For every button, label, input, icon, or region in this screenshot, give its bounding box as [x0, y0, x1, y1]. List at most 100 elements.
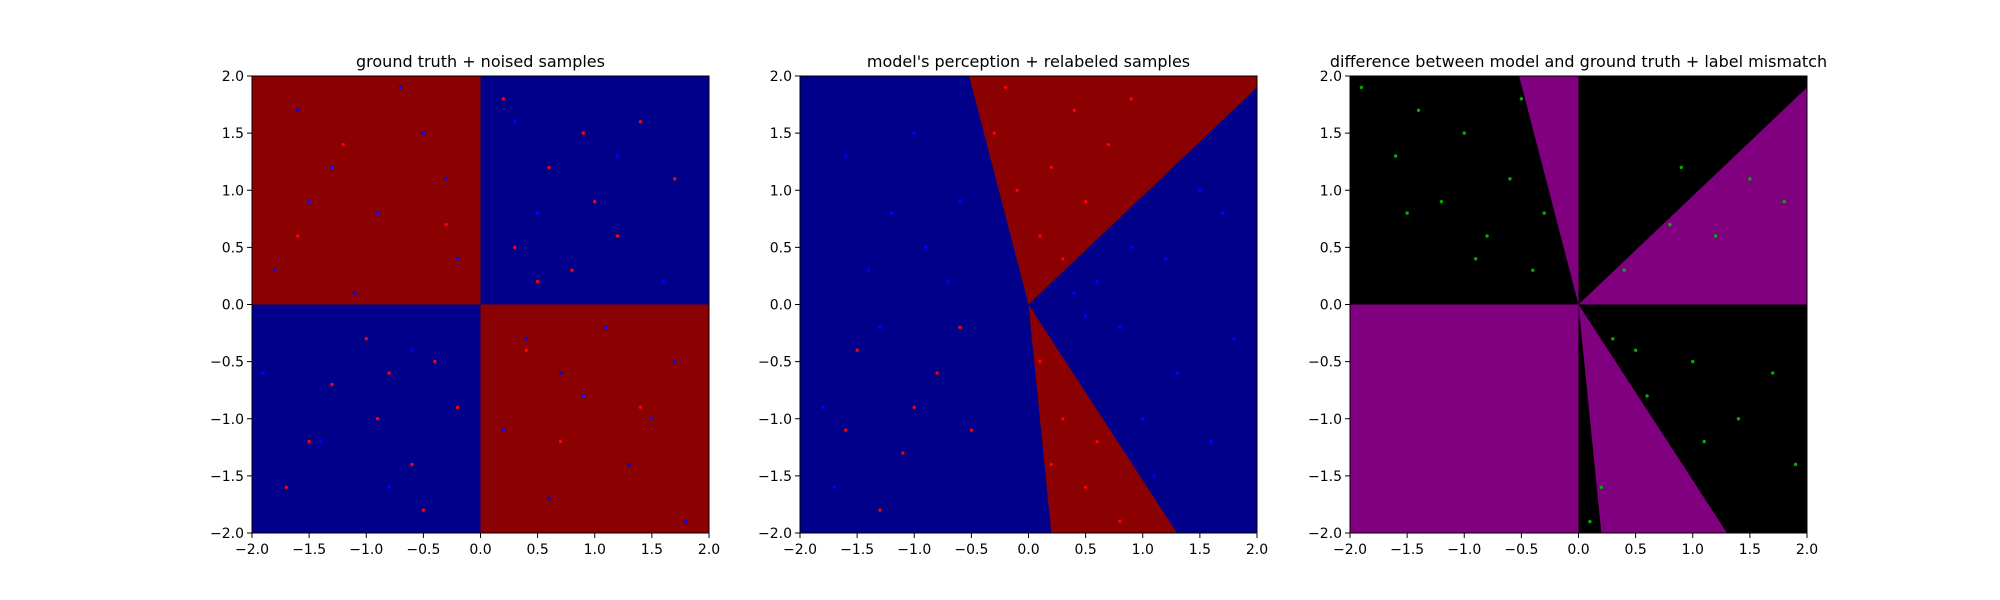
chart-title: ground truth + noised samples	[356, 52, 605, 71]
data-point	[421, 131, 426, 135]
data-point	[547, 497, 551, 501]
data-point	[1748, 177, 1752, 181]
data-point	[935, 371, 939, 375]
data-point	[1702, 439, 1706, 444]
data-point	[284, 485, 288, 489]
data-point	[330, 165, 334, 170]
data-point	[1679, 165, 1684, 170]
x-tick-label: 1.5	[1189, 542, 1211, 558]
data-point	[593, 199, 597, 204]
x-tick-label: −1.5	[292, 542, 326, 558]
x-tick-label: −1.0	[1447, 542, 1481, 558]
data-point	[513, 120, 517, 124]
data-point	[273, 268, 277, 272]
x-tick-label: 0.0	[1017, 542, 1039, 558]
data-point	[1232, 337, 1236, 341]
data-point	[1095, 279, 1099, 284]
data-point	[387, 371, 391, 375]
data-point	[615, 154, 620, 158]
y-tick-label: 1.5	[1320, 126, 1342, 142]
y-tick-label: 1.5	[222, 126, 244, 142]
data-point	[513, 245, 517, 250]
x-tick-label: 0.0	[469, 542, 491, 558]
data-point	[501, 428, 506, 432]
y-tick-label: −0.5	[210, 355, 244, 371]
data-point	[410, 348, 414, 352]
data-point	[1175, 371, 1179, 375]
data-point	[946, 279, 951, 284]
data-point	[1129, 97, 1134, 101]
x-tick-label: 1.5	[641, 542, 663, 558]
data-point	[455, 405, 460, 410]
data-point	[1611, 337, 1615, 341]
y-tick-label: −1.0	[758, 412, 792, 428]
data-point	[821, 405, 825, 410]
data-point	[581, 394, 586, 398]
data-point	[547, 165, 551, 170]
data-point	[570, 268, 574, 272]
data-point	[387, 485, 391, 489]
data-point	[1736, 417, 1741, 421]
y-tick-label: 2.0	[770, 69, 792, 85]
y-tick-label: −1.0	[210, 412, 244, 428]
region-class-1	[1028, 304, 1178, 533]
data-point	[1485, 234, 1489, 238]
data-point	[375, 417, 380, 421]
data-point	[832, 485, 836, 489]
y-tick-label: 0.0	[222, 298, 244, 314]
data-point	[433, 359, 437, 364]
data-point	[455, 257, 460, 261]
y-tick-label: 0.5	[770, 240, 792, 256]
sample-points	[261, 85, 688, 524]
data-point	[1542, 211, 1546, 215]
data-point	[1141, 417, 1145, 421]
data-point	[661, 279, 665, 284]
y-tick-label: 0.0	[1320, 298, 1342, 314]
data-point	[307, 199, 311, 204]
data-point	[1771, 371, 1775, 375]
data-point	[969, 428, 974, 432]
data-point	[1599, 485, 1604, 489]
data-point	[1793, 462, 1798, 467]
data-point	[330, 382, 334, 387]
region-differ	[1519, 76, 1579, 305]
x-tick-label: 1.0	[1132, 542, 1154, 558]
data-point	[901, 451, 905, 455]
x-tick-label: 0.0	[1567, 542, 1589, 558]
x-tick-label: −2.0	[235, 542, 269, 558]
x-tick-label: −1.0	[897, 542, 931, 558]
data-point	[1473, 257, 1478, 261]
data-point	[1083, 485, 1088, 489]
data-point	[673, 177, 677, 181]
data-point	[1038, 359, 1042, 364]
region-differ	[1350, 304, 1579, 533]
data-point	[1198, 188, 1202, 192]
y-tick-label: 1.0	[1320, 183, 1342, 199]
region-class-1	[252, 76, 481, 305]
data-point	[1633, 348, 1638, 352]
data-point	[1049, 462, 1054, 467]
y-tick-label: −2.0	[758, 526, 792, 542]
data-point	[1152, 474, 1156, 478]
data-point	[1531, 268, 1535, 272]
data-point	[581, 131, 586, 135]
data-point	[535, 279, 540, 284]
x-tick-label: 2.0	[1796, 542, 1818, 558]
y-tick-label: −0.5	[1308, 355, 1342, 371]
data-point	[958, 199, 962, 204]
data-point	[1462, 131, 1466, 135]
data-point	[524, 348, 528, 352]
data-point	[1359, 85, 1364, 90]
y-tick-label: 0.5	[222, 240, 244, 256]
y-tick-label: 1.0	[770, 183, 792, 199]
x-tick-label: 2.0	[1246, 542, 1268, 558]
data-point	[615, 234, 620, 238]
data-point	[604, 325, 608, 330]
region-class-1	[480, 304, 709, 533]
data-point	[673, 359, 677, 364]
data-point	[1095, 439, 1099, 444]
data-point	[1394, 154, 1398, 158]
data-point	[992, 131, 996, 135]
panel-ground-truth: ground truth + noised samples −2.0 −1.5 −1…	[210, 52, 720, 558]
